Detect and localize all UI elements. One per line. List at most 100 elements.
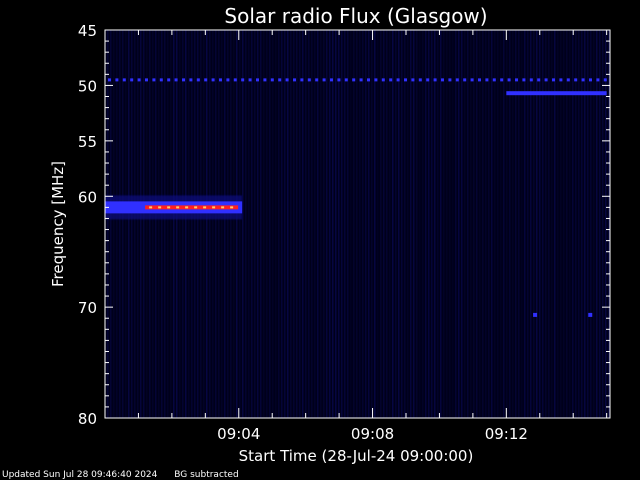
noise-stripe — [422, 30, 424, 418]
noise-stripe — [458, 30, 460, 418]
line-dot — [152, 78, 156, 82]
y-axis-label: Frequency [MHz] — [49, 161, 67, 287]
line-dot — [389, 78, 393, 82]
noise-stripe — [158, 30, 160, 418]
noise-stripe — [308, 30, 310, 418]
noise-stripe — [410, 30, 412, 418]
line-dot — [256, 78, 259, 82]
line-dot — [589, 78, 592, 82]
noise-stripe — [272, 30, 274, 418]
line-dot — [130, 78, 134, 82]
noise-stripe — [248, 30, 250, 418]
burst-peak — [203, 206, 207, 209]
line-dot — [300, 78, 304, 82]
burst-peak — [212, 206, 216, 209]
noise-stripe — [116, 30, 118, 418]
line-dot — [485, 78, 489, 82]
noise-stripe — [251, 30, 253, 418]
line-dot — [115, 78, 119, 82]
noise-stripe — [533, 30, 535, 418]
noise-stripe — [599, 30, 601, 418]
noise-stripe — [608, 30, 610, 418]
line-dot — [404, 78, 407, 82]
noise-stripe — [359, 30, 361, 418]
noise-stripe — [389, 30, 391, 418]
noise-stripe — [596, 30, 598, 418]
noise-stripe — [317, 30, 319, 418]
line-dot — [122, 78, 126, 82]
noise-stripe — [605, 30, 607, 418]
noise-stripe — [332, 30, 334, 418]
noise-stripe — [326, 30, 328, 418]
noise-stripe — [134, 30, 136, 418]
burst-peak — [158, 206, 162, 209]
noise-stripe — [128, 30, 130, 418]
line-dot — [285, 78, 289, 82]
noise-stripe — [425, 30, 427, 418]
line-dot — [337, 78, 341, 82]
noise-stripe — [431, 30, 433, 418]
noise-stripe — [536, 30, 538, 418]
noise-stripe — [545, 30, 547, 418]
noise-stripe — [173, 30, 175, 418]
noise-stripe — [299, 30, 301, 418]
line-dot — [352, 78, 356, 82]
line-dot — [293, 78, 296, 82]
noise-stripe — [185, 30, 187, 418]
footer: Updated Sun Jul 28 09:46:40 2024 BG subt… — [2, 470, 253, 480]
noise-stripe — [146, 30, 148, 418]
line-dot — [603, 78, 607, 82]
noise-stripe — [512, 30, 514, 418]
noise-stripe — [353, 30, 355, 418]
noise-stripe — [416, 30, 418, 418]
noise-stripe — [323, 30, 325, 418]
noise-stripe — [542, 30, 544, 418]
line-dot — [596, 78, 600, 82]
noise-stripe — [593, 30, 595, 418]
bg-subtracted-note: BG subtracted — [174, 470, 239, 480]
noise-stripe — [449, 30, 451, 418]
line-dot — [263, 78, 267, 82]
noise-stripe — [152, 30, 154, 418]
noise-stripe — [266, 30, 268, 418]
noise-stripe — [245, 30, 247, 418]
noise-stripe — [233, 30, 235, 418]
noise-stripe — [221, 30, 223, 418]
noise-stripe — [371, 30, 373, 418]
noise-stripe — [413, 30, 415, 418]
line-dot — [566, 78, 570, 82]
line-dot — [433, 78, 437, 82]
noise-stripe — [578, 30, 580, 418]
noise-stripe — [119, 30, 121, 418]
line-dot — [537, 78, 541, 82]
x-tick-label: 09:12 — [485, 425, 528, 443]
noise-stripe — [530, 30, 532, 418]
noise-stripe — [443, 30, 445, 418]
noise-stripe — [113, 30, 115, 418]
noise-stripe — [254, 30, 256, 418]
noise-stripe — [335, 30, 337, 418]
emission-line — [588, 312, 593, 317]
noise-stripe — [203, 30, 205, 418]
noise-stripe — [401, 30, 403, 418]
noise-stripe — [419, 30, 421, 418]
line-dot — [211, 78, 215, 82]
noise-stripe — [503, 30, 505, 418]
noise-stripe — [275, 30, 277, 418]
line-dot — [463, 78, 467, 82]
noise-stripe — [398, 30, 400, 418]
line-dot — [108, 78, 111, 82]
noise-stripe — [278, 30, 280, 418]
emission-features — [105, 78, 607, 317]
noise-stripe — [260, 30, 262, 418]
noise-stripe — [380, 30, 382, 418]
noise-stripe — [269, 30, 271, 418]
noise-stripe — [452, 30, 454, 418]
noise-stripe — [197, 30, 199, 418]
noise-stripe — [404, 30, 406, 418]
noise-stripe — [515, 30, 517, 418]
noise-stripe — [575, 30, 577, 418]
burst-peak — [185, 206, 189, 209]
emission-line — [506, 91, 607, 96]
noise-stripe — [320, 30, 322, 418]
